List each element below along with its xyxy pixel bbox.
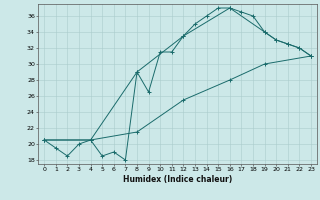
X-axis label: Humidex (Indice chaleur): Humidex (Indice chaleur) xyxy=(123,175,232,184)
